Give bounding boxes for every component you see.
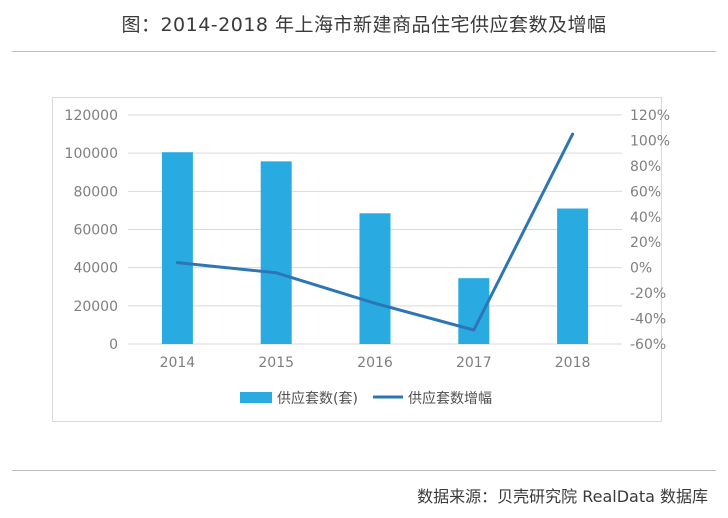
right-axis-tick-label: -40% [630,312,666,328]
x-axis-tick-label: 2014 [160,355,196,371]
left-axis-tick-label: 40000 [73,261,118,277]
legend-bar-swatch [240,392,272,403]
x-axis-tick-label: 2018 [555,355,591,371]
left-axis-tick-label: 120000 [65,108,118,124]
growth-point-2017 [472,328,476,332]
chart-frame [52,97,662,422]
bar-2015 [260,161,292,344]
growth-point-2018 [571,132,575,136]
bar-2016 [359,213,391,344]
right-axis-tick-label: -60% [630,337,666,353]
right-axis-tick-label: 20% [630,235,661,251]
bar-2018 [557,208,589,344]
growth-point-2014 [175,261,179,265]
right-axis-tick-label: 100% [630,133,670,149]
right-axis-tick-label: 120% [630,108,670,124]
x-axis-tick-label: 2015 [258,355,294,371]
left-axis-tick-label: 80000 [73,184,118,200]
right-axis-tick-label: -20% [630,286,666,302]
left-axis-tick-label: 100000 [65,146,118,162]
growth-point-2016 [373,301,377,305]
x-axis-tick-label: 2016 [357,355,393,371]
right-axis-tick-label: 80% [630,159,661,175]
top-divider [12,51,716,52]
bar-2014 [161,152,193,344]
growth-point-2015 [274,271,278,275]
legend-line-label: 供应套数增幅 [408,390,492,407]
legend-bar-label: 供应套数(套) [277,390,358,407]
data-source-note: 数据来源：贝壳研究院 RealData 数据库 [417,487,708,506]
left-axis-tick-label: 20000 [73,299,118,315]
right-axis-tick-label: 40% [630,210,661,226]
right-axis-tick-label: 60% [630,184,661,200]
x-axis-tick-label: 2017 [456,355,492,371]
left-axis-tick-label: 60000 [73,223,118,239]
right-axis-tick-label: 0% [630,261,652,277]
figure-title: 图：2014-2018 年上海市新建商品住宅供应套数及增幅 [121,14,607,36]
bottom-divider [12,470,716,471]
left-axis-tick-label: 0 [109,337,118,353]
